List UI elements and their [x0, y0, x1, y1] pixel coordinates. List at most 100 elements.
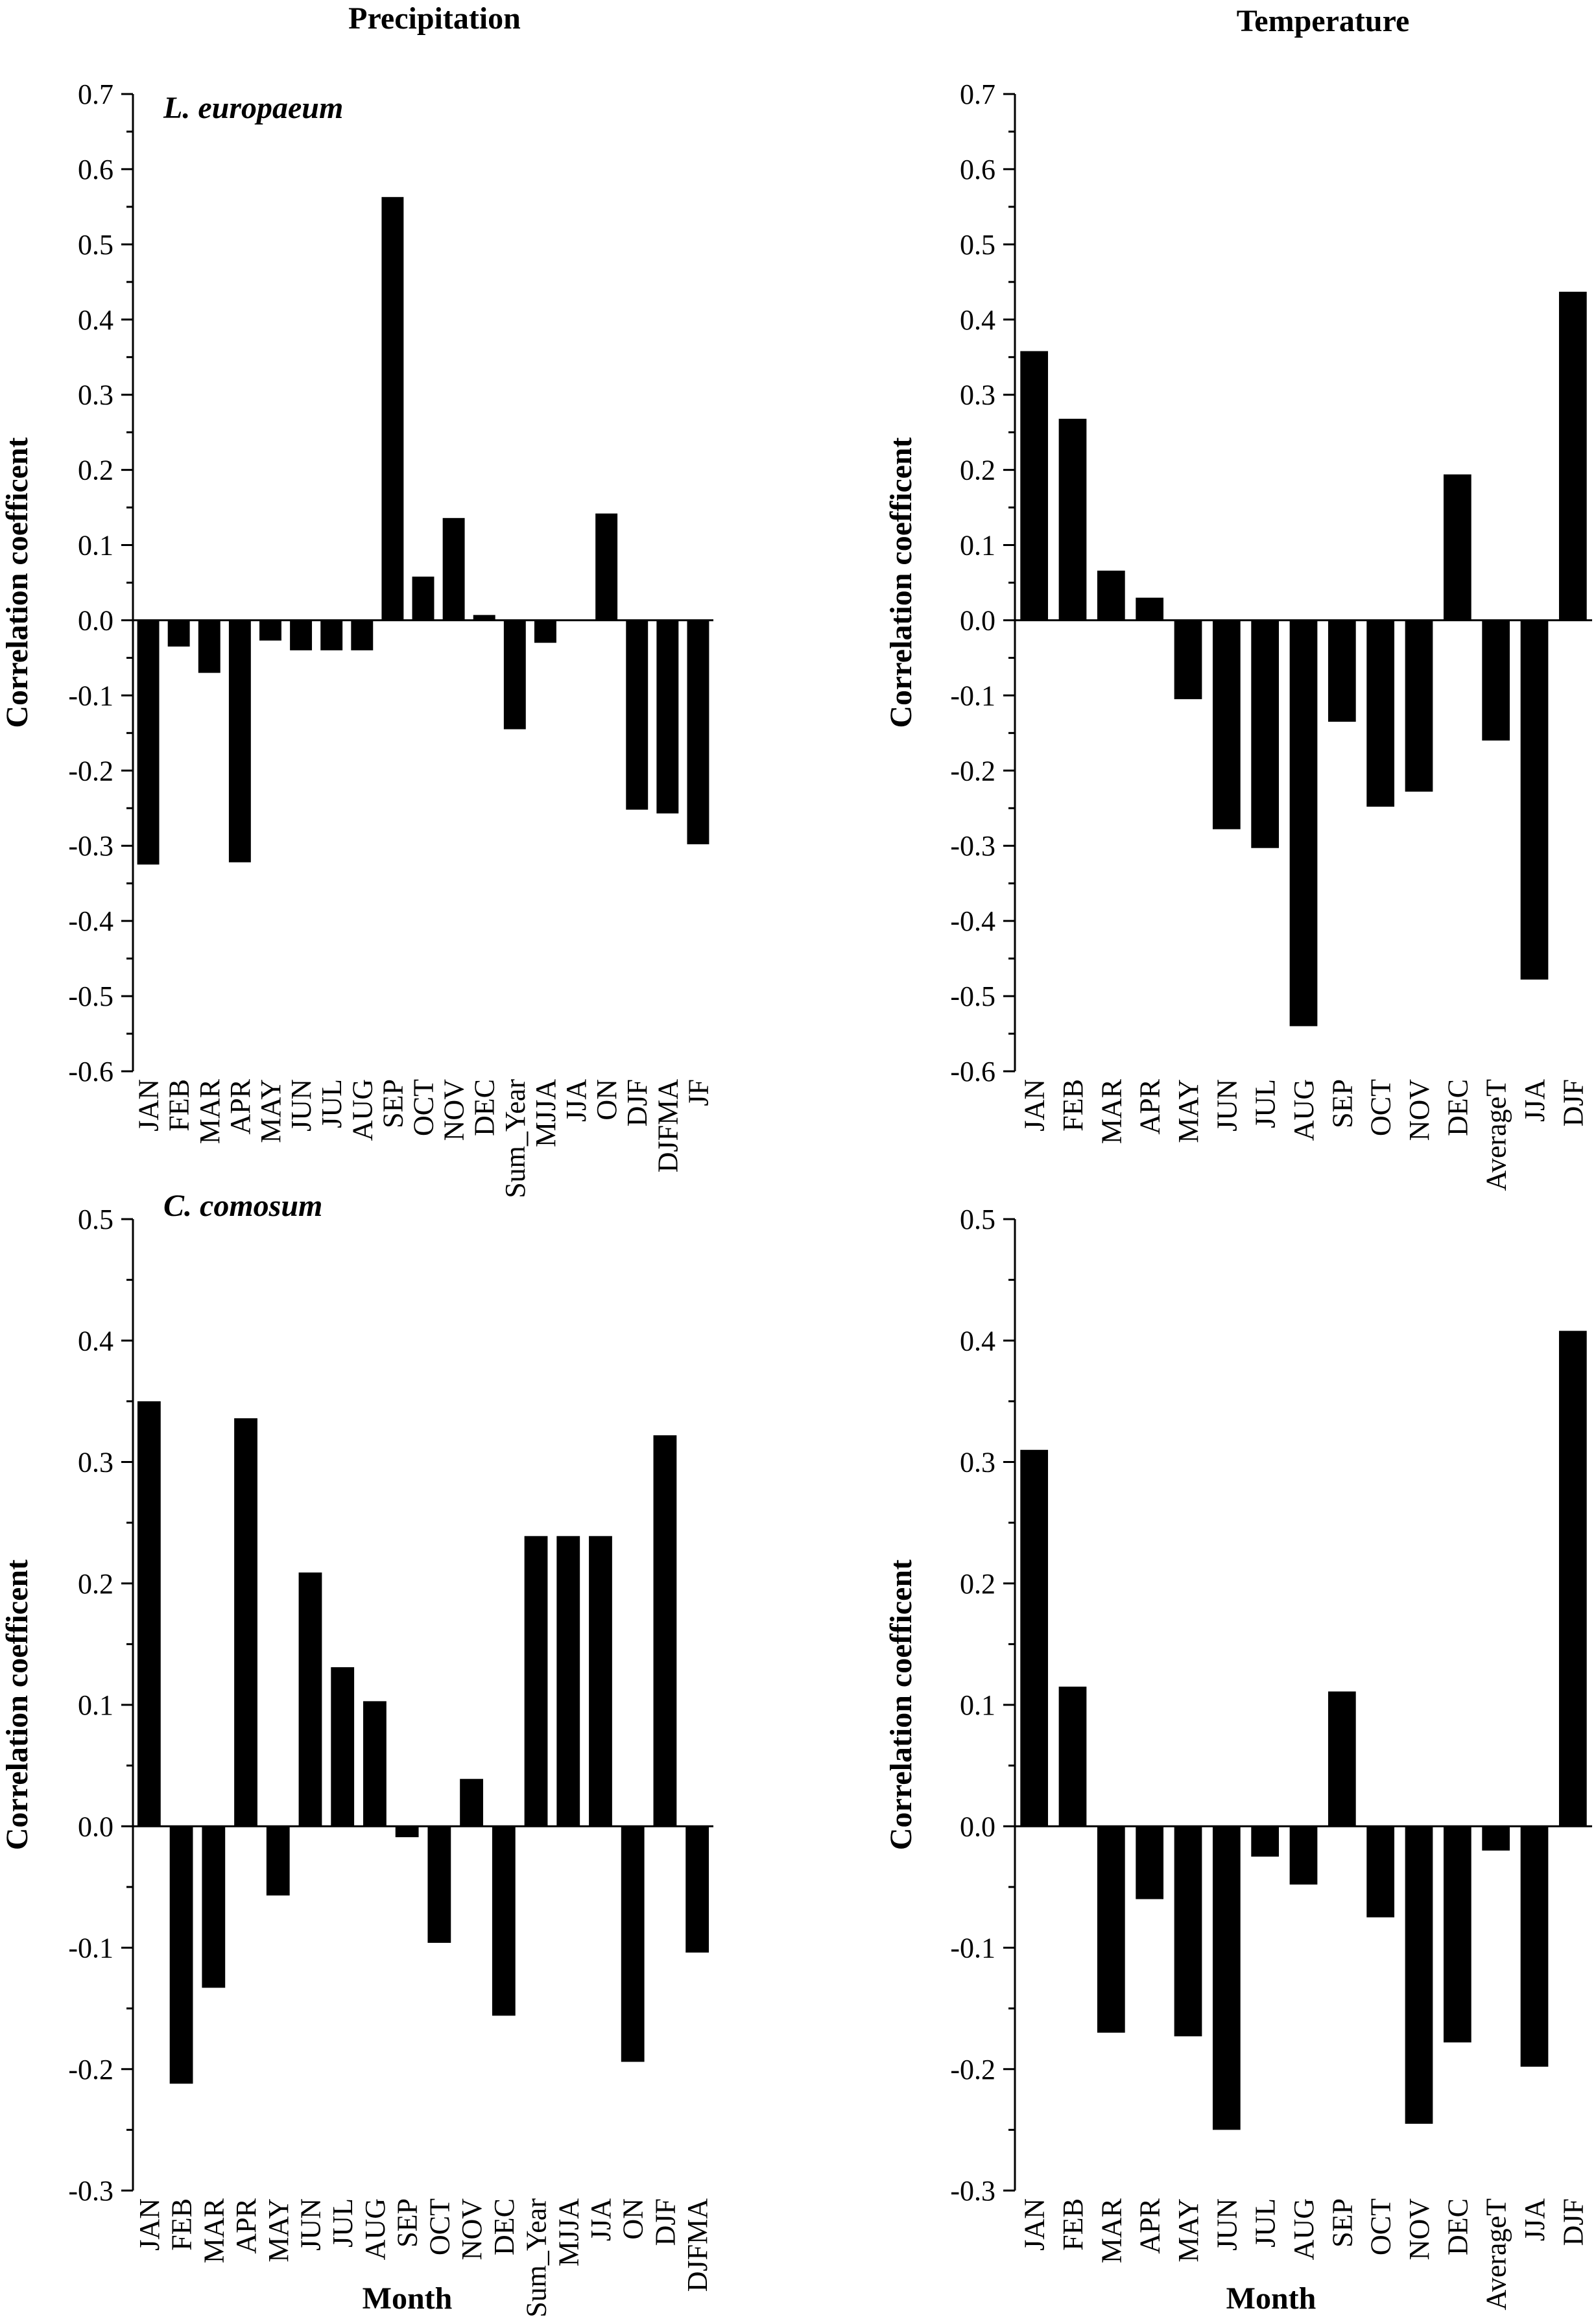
x-tick-label: DJF — [649, 2198, 681, 2246]
y-tick-label: 0.2 — [960, 1568, 995, 1600]
y-tick-label: -0.2 — [950, 755, 995, 787]
bar-nov — [1405, 1826, 1433, 2124]
x-tick-label: MJJA — [553, 2198, 584, 2266]
y-tick-label: -0.1 — [950, 1932, 995, 1964]
x-tick-label: DJF — [1557, 2198, 1589, 2246]
bar-feb — [1058, 418, 1087, 621]
x-tick-label: NOV — [438, 1079, 470, 1141]
x-tick-label: AUG — [1288, 2198, 1320, 2260]
y-tick-label: 0.4 — [78, 304, 113, 336]
bar-jul — [331, 1667, 355, 1827]
x-tick-label: DEC — [1442, 2198, 1473, 2255]
x-tick-label: ON — [591, 1079, 623, 1121]
y-tick-label: -0.4 — [950, 905, 995, 937]
y-tick-label: 0.1 — [78, 1689, 113, 1721]
x-tick-label: AUG — [346, 1079, 378, 1141]
y-tick-label: -0.2 — [68, 2054, 113, 2085]
bar-sum-year — [503, 620, 526, 730]
x-tick-label: SEP — [392, 2198, 423, 2248]
x-tick-label: Sum_Year — [499, 1079, 531, 1198]
y-tick-label: -0.2 — [950, 2054, 995, 2085]
x-tick-label: DJFMA — [682, 2198, 713, 2292]
x-tick-label: JAN — [1019, 1079, 1051, 1132]
bar-averaget — [1482, 1826, 1510, 1851]
y-tick-label: 0.5 — [78, 1204, 113, 1235]
x-tick-label: MAY — [263, 2198, 294, 2263]
bar-djf — [653, 1435, 677, 1827]
x-tick-label: MAY — [255, 1079, 287, 1143]
x-tick-label: JAN — [1019, 2198, 1051, 2251]
y-tick-label: 0.2 — [960, 455, 995, 486]
y-tick-label: 0.3 — [960, 379, 995, 411]
bar-sep — [395, 1826, 419, 1838]
bar-aug — [351, 620, 374, 650]
bar-jun — [1212, 1826, 1241, 2130]
bar-nov — [460, 1779, 483, 1827]
x-tick-label: JJA — [585, 2198, 617, 2241]
y-tick-label: 0.0 — [960, 1811, 995, 1842]
bar-sep — [1328, 620, 1356, 722]
bar-djf — [1558, 291, 1587, 621]
x-tick-label: JUL — [1250, 2198, 1281, 2248]
bar-jf — [687, 620, 709, 844]
bar-jun — [1212, 620, 1241, 829]
bar-djfma — [656, 620, 679, 814]
bar-sep — [381, 196, 404, 621]
bar-feb — [169, 1826, 193, 2084]
y-axis-label: Correlation coefficent — [884, 1560, 918, 1850]
bar-djf — [626, 620, 649, 810]
x-tick-label: DEC — [1442, 1079, 1473, 1136]
x-tick-label: FEB — [163, 1079, 195, 1132]
x-tick-label: JUL — [327, 2198, 359, 2248]
x-tick-label: AverageT — [1481, 1079, 1512, 1191]
bar-dec — [1443, 1826, 1471, 2043]
x-tick-label: AverageT — [1481, 2198, 1512, 2311]
x-tick-label: MAR — [1095, 2198, 1127, 2263]
x-tick-label: AUG — [359, 2198, 391, 2260]
y-tick-label: 0.1 — [960, 530, 995, 562]
bar-jja — [1520, 620, 1549, 980]
bar-on — [621, 1826, 645, 2062]
bar-oct — [412, 576, 435, 621]
bar-nov — [1405, 620, 1433, 792]
bar-aug — [1289, 620, 1318, 1027]
x-tick-label: Sum_Year — [521, 2198, 553, 2317]
bar-djf — [1558, 1331, 1587, 1827]
y-tick-label: -0.3 — [68, 830, 113, 862]
bar-mar — [202, 1826, 226, 1988]
bar-mjja — [534, 620, 556, 643]
x-tick-label: MJJA — [530, 1079, 562, 1147]
y-tick-label: -0.5 — [950, 980, 995, 1012]
chart-precip-l-europaeum: 0.7 0.6 0.5 0.4 0.3 0.2 0.1 0.0 -0.1 -0.2 -0.3 -0.4… — [0, 78, 714, 1198]
bar-djfma — [685, 1826, 709, 1953]
bar-mar — [198, 620, 220, 673]
x-tick-label: JUN — [294, 2198, 326, 2251]
y-tick-label: -0.1 — [950, 680, 995, 711]
y-tick-label: -0.6 — [68, 1056, 113, 1087]
y-tick-label: -0.3 — [68, 2175, 113, 2207]
y-tick-label: 0.3 — [78, 1447, 113, 1479]
x-tick-label: JAN — [134, 2198, 165, 2251]
x-tick-label: ON — [617, 2198, 649, 2240]
bar-jul — [1251, 620, 1280, 848]
x-tick-label: OCT — [408, 1079, 440, 1136]
y-tick-label: 0.5 — [78, 229, 113, 261]
bar-jun — [290, 620, 313, 650]
y-tick-label: -0.5 — [68, 980, 113, 1012]
y-tick-label: -0.3 — [950, 2175, 995, 2207]
bar-oct — [427, 1826, 451, 1943]
column-title-temperature: Temperature — [1237, 4, 1410, 38]
bar-jan — [1020, 351, 1049, 621]
bar-aug — [1289, 1826, 1318, 1885]
x-tick-label: FEB — [1057, 1079, 1089, 1132]
y-tick-label: 0.4 — [960, 304, 995, 336]
x-tick-label: DJF — [1557, 1079, 1589, 1126]
y-tick-label: 0.6 — [78, 154, 113, 185]
x-tick-label: APR — [1134, 2198, 1166, 2253]
y-tick-label: 0.3 — [960, 1447, 995, 1479]
bar-may — [1174, 1826, 1202, 2037]
bar-oct — [1366, 1826, 1395, 1918]
y-axis-label: Correlation coefficent — [884, 437, 918, 728]
